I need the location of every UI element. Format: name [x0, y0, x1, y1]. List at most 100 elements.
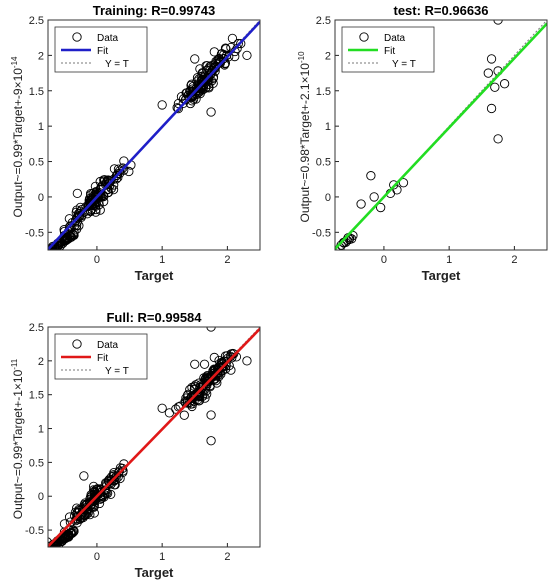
y-tick-label: 0	[38, 192, 44, 204]
data-point	[184, 397, 195, 408]
y-axis-label-main: Output~=0.98*Target+-2.1×10	[298, 63, 312, 223]
data-point	[209, 352, 219, 363]
chart-title: Full: R=0.99584	[106, 310, 202, 325]
data-point	[89, 502, 99, 512]
plot-frame	[47, 326, 261, 548]
data-point	[173, 103, 183, 114]
plot-frame	[334, 19, 548, 251]
chart-panel-1: Training: R=0.99743 0 1 2 -0.5 0 0.5 1 1.5 2 2.5 Ta…	[10, 3, 261, 283]
data-point	[85, 205, 96, 216]
data-point	[74, 221, 84, 231]
data-point	[366, 171, 376, 181]
data-point	[72, 205, 82, 215]
data-point	[99, 175, 109, 185]
data-point	[53, 241, 63, 250]
legend-identity-label: Y = T	[392, 59, 416, 70]
data-point	[96, 487, 106, 497]
data-point	[206, 436, 216, 446]
legend-fit-label: Fit	[97, 353, 108, 364]
y-tick-label: 2.5	[316, 15, 331, 27]
data-point	[111, 171, 122, 181]
y-axis-label-exponent: -10	[297, 51, 306, 63]
y-tick-label: 2	[38, 50, 44, 62]
data-point	[483, 68, 493, 78]
data-point	[157, 403, 167, 413]
data-point	[119, 165, 129, 175]
data-point	[369, 192, 379, 202]
data-point	[210, 63, 220, 73]
data-point	[376, 202, 386, 213]
plot-content	[335, 20, 547, 250]
y-tick-label: 1	[38, 424, 44, 436]
data-point	[230, 51, 240, 62]
y-axis-label-exponent: -11	[10, 358, 19, 370]
y-tick-label: 0.5	[29, 157, 44, 169]
x-axis-label: Target	[422, 268, 461, 283]
data-point	[86, 188, 96, 199]
y-tick-label: 0	[38, 491, 44, 503]
x-tick-label: 0	[381, 254, 387, 266]
data-point	[191, 380, 201, 390]
data-point	[206, 327, 216, 332]
data-point	[185, 394, 195, 404]
data-point	[57, 533, 68, 543]
data-point	[92, 484, 103, 494]
legend-data-marker	[72, 32, 82, 42]
data-point	[111, 471, 122, 481]
legend-data-label: Data	[97, 340, 119, 351]
x-tick-label: 2	[224, 254, 230, 266]
data-point	[157, 100, 167, 110]
data-point	[48, 245, 54, 250]
x-axis-label: Target	[135, 565, 174, 580]
data-point	[253, 315, 261, 323]
data-point	[186, 393, 197, 403]
chart-title: Training: R=0.99743	[93, 3, 215, 18]
x-tick-label: 0	[94, 551, 100, 563]
data-point	[79, 471, 89, 481]
data-point	[119, 156, 129, 166]
y-tick-label: 2	[325, 50, 331, 62]
data-point	[89, 496, 100, 506]
data-point	[192, 73, 203, 83]
x-tick-label: 1	[446, 254, 452, 266]
data-point	[179, 410, 189, 420]
data-point	[236, 38, 246, 49]
data-point	[490, 82, 500, 92]
legend-data-marker	[359, 32, 369, 42]
plot-content	[48, 20, 260, 250]
data-point	[242, 356, 252, 366]
data-point	[73, 211, 83, 221]
data-point	[207, 372, 217, 382]
legend-fit-label: Fit	[384, 46, 395, 57]
y-tick-label: 0.5	[29, 457, 44, 469]
data-point	[110, 480, 120, 490]
y-tick-label: 0	[325, 192, 331, 204]
fit-line	[48, 327, 260, 547]
data-point	[206, 410, 216, 420]
y-tick-label: -0.5	[25, 525, 44, 537]
legend-data-label: Data	[97, 33, 119, 44]
data-point	[389, 180, 399, 190]
x-tick-label: 0	[94, 254, 100, 266]
data-point	[398, 178, 409, 188]
data-point	[209, 47, 219, 57]
data-point	[186, 89, 197, 99]
data-point	[190, 359, 200, 369]
y-tick-label: 1.5	[29, 390, 44, 402]
data-point	[233, 38, 243, 49]
legend-identity-label: Y = T	[105, 366, 129, 377]
data-point	[60, 533, 70, 544]
plot-content	[48, 315, 261, 547]
y-tick-label: 1	[38, 121, 44, 133]
data-point	[227, 33, 238, 44]
data-point	[356, 199, 366, 209]
y-axis-label: Output~=0.99*Target+-1×10-11	[10, 358, 25, 519]
fit-line	[48, 20, 260, 250]
y-axis-label-main: Output~=0.99*Target+-9×10	[11, 68, 25, 218]
data-point	[181, 94, 191, 105]
data-point	[221, 361, 231, 371]
data-point	[486, 103, 497, 114]
data-point	[75, 202, 85, 213]
x-tick-label: 1	[159, 551, 165, 563]
legend-fit-label: Fit	[97, 46, 108, 57]
